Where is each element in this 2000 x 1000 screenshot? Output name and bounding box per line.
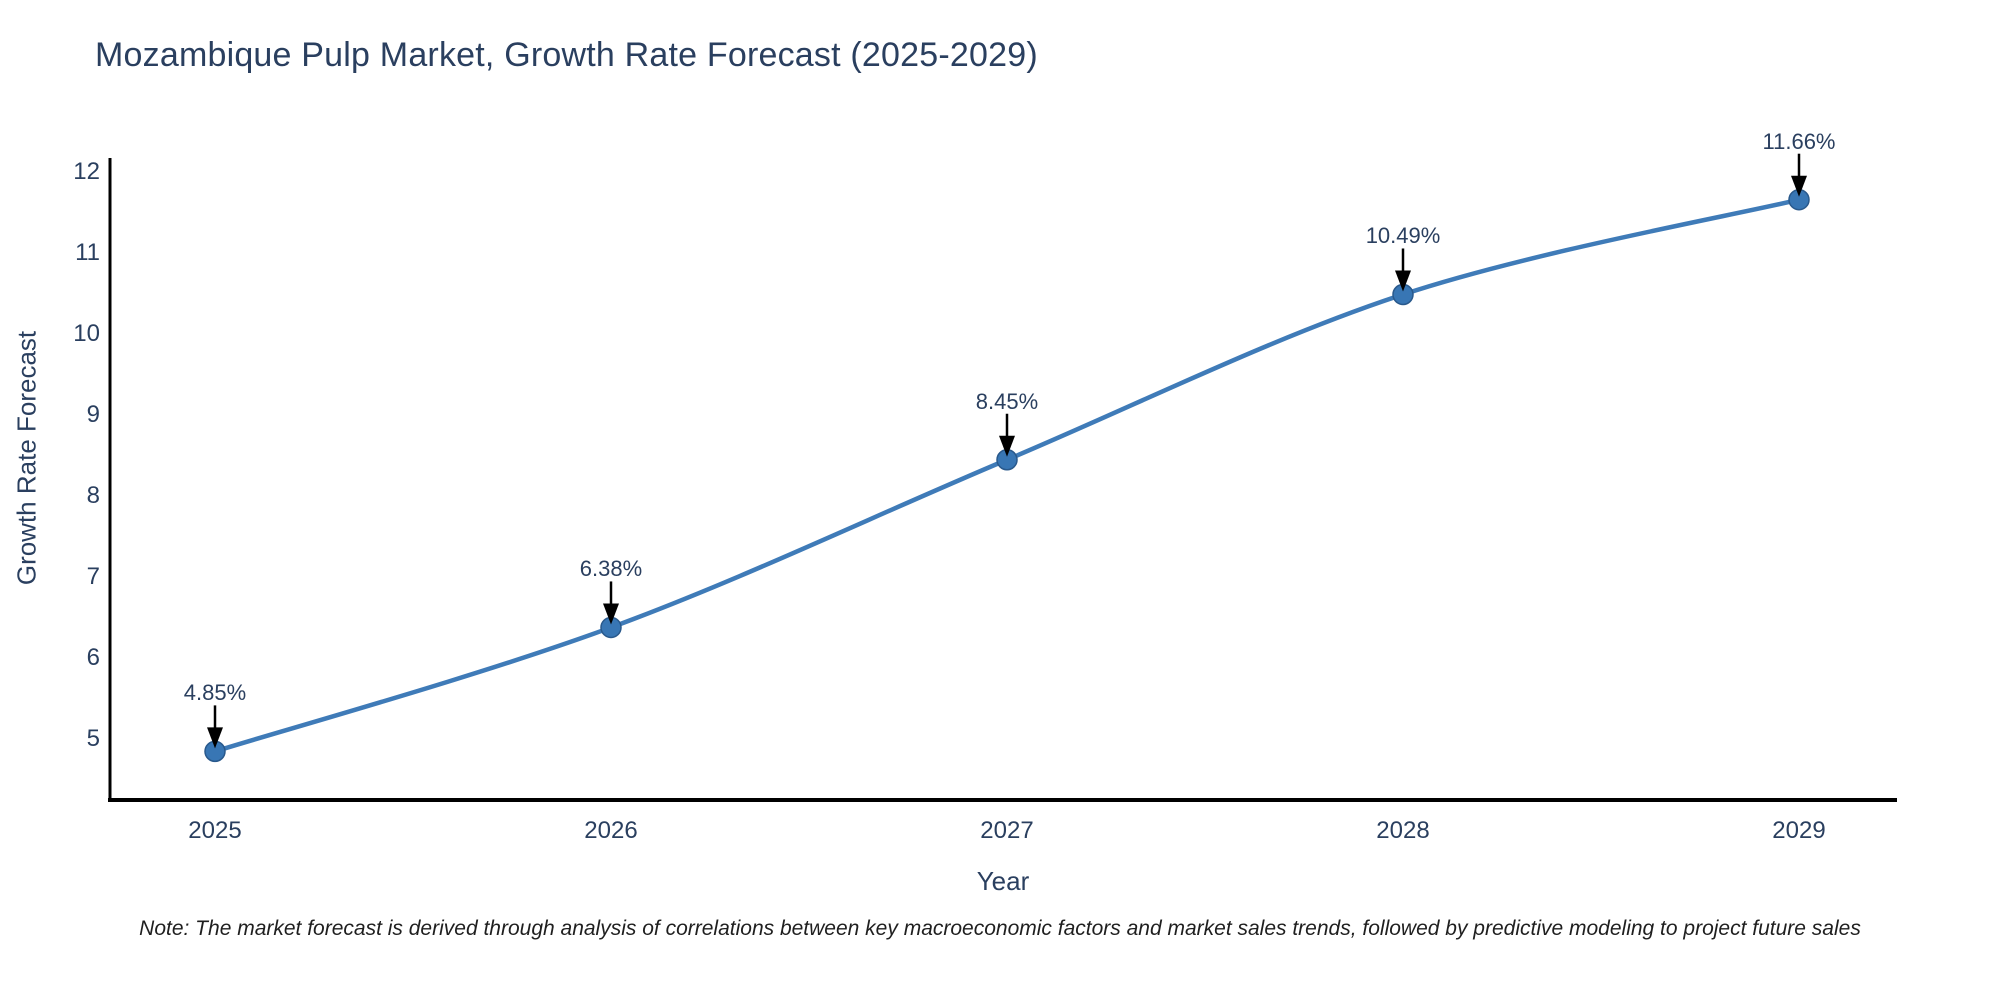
y-tick-label: 8	[86, 482, 100, 510]
annotation-arrow-head	[603, 603, 619, 625]
line-series-path	[214, 197, 1800, 754]
footnote: Note: The market forecast is derived thr…	[139, 917, 1861, 940]
x-tick-label: 2027	[980, 817, 1034, 844]
y-tick-label: 7	[86, 563, 100, 591]
x-tick-label: 2026	[584, 817, 638, 844]
y-tick-label: 12	[73, 158, 100, 186]
y-tick-label: 10	[73, 320, 100, 348]
annotation-arrow-head	[207, 727, 223, 749]
y-tick-label: 9	[86, 401, 100, 429]
annotation-arrow-head	[1395, 270, 1411, 292]
x-axis-title: Year	[976, 866, 1030, 896]
annotation-arrow-head	[999, 435, 1015, 457]
data-point-label: 8.45%	[975, 388, 1039, 414]
y-tick-label: 6	[86, 644, 100, 672]
data-point-label: 4.85%	[183, 680, 247, 706]
annotation-arrow-head	[1791, 175, 1807, 197]
y-tick-label: 5	[86, 725, 100, 753]
chart-title: Mozambique Pulp Market, Growth Rate Fore…	[95, 36, 1038, 74]
data-point-label: 11.66%	[1762, 128, 1836, 154]
data-point-label: 6.38%	[579, 556, 643, 582]
y-axis-title: Growth Rate Forecast	[11, 330, 42, 586]
x-tick-label: 2028	[1376, 817, 1430, 844]
x-tick-label: 2025	[188, 817, 242, 844]
data-point-label: 10.49%	[1365, 223, 1441, 249]
y-tick-label: 11	[75, 239, 100, 267]
x-tick-label: 2029	[1772, 817, 1826, 844]
